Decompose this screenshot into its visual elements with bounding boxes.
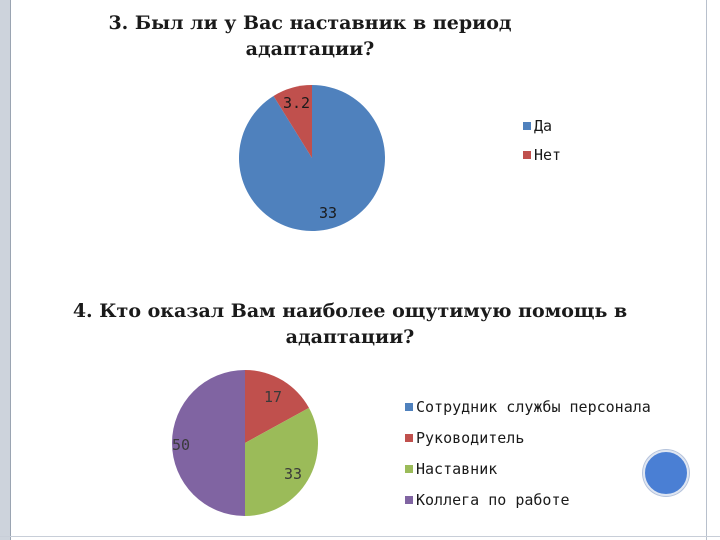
chart1-legend-label-0: Да bbox=[534, 117, 553, 135]
chart1-legend-swatch-1 bbox=[523, 151, 531, 159]
chart2-title: 4. Кто оказал Вам наиболее ощутимую помо… bbox=[72, 300, 628, 348]
chart1-data-label-0: 33 bbox=[319, 204, 337, 222]
chart2-legend-label-2: Наставник bbox=[416, 460, 498, 478]
chart2-slice-3 bbox=[172, 370, 245, 516]
chart2-slice-2 bbox=[245, 407, 319, 516]
chart2-legend-label-0: Сотрудник службы персонала bbox=[416, 398, 651, 416]
chart2-legend-swatch-1 bbox=[405, 434, 413, 442]
chart2-legend-swatch-3 bbox=[405, 496, 413, 504]
decorative-circle bbox=[643, 450, 689, 496]
chart2-data-label-3: 50 bbox=[172, 436, 190, 454]
bottom-decor-line bbox=[0, 536, 720, 537]
chart1-slice-1 bbox=[273, 85, 312, 158]
chart2-legend-swatch-0 bbox=[405, 403, 413, 411]
chart2-slice-1 bbox=[245, 370, 309, 443]
chart2-legend-label-3: Коллега по работе bbox=[416, 491, 570, 509]
chart2-legend-swatch-2 bbox=[405, 465, 413, 473]
left-decor-line bbox=[10, 0, 11, 540]
chart1-data-label-1: 3.2 bbox=[283, 94, 310, 112]
chart2-data-label-2: 33 bbox=[284, 465, 302, 483]
left-decor-bar bbox=[0, 0, 10, 540]
chart1-title: 3. Был ли у Вас наставник в период адапт… bbox=[108, 12, 512, 60]
chart2-legend-label-1: Руководитель bbox=[416, 429, 525, 447]
chart1-legend-label-1: Нет bbox=[534, 146, 562, 164]
chart1-slice-0 bbox=[238, 85, 385, 231]
chart2-data-label-1: 17 bbox=[264, 388, 282, 406]
right-decor-line bbox=[706, 0, 707, 540]
chart1-legend-swatch-0 bbox=[523, 122, 531, 130]
